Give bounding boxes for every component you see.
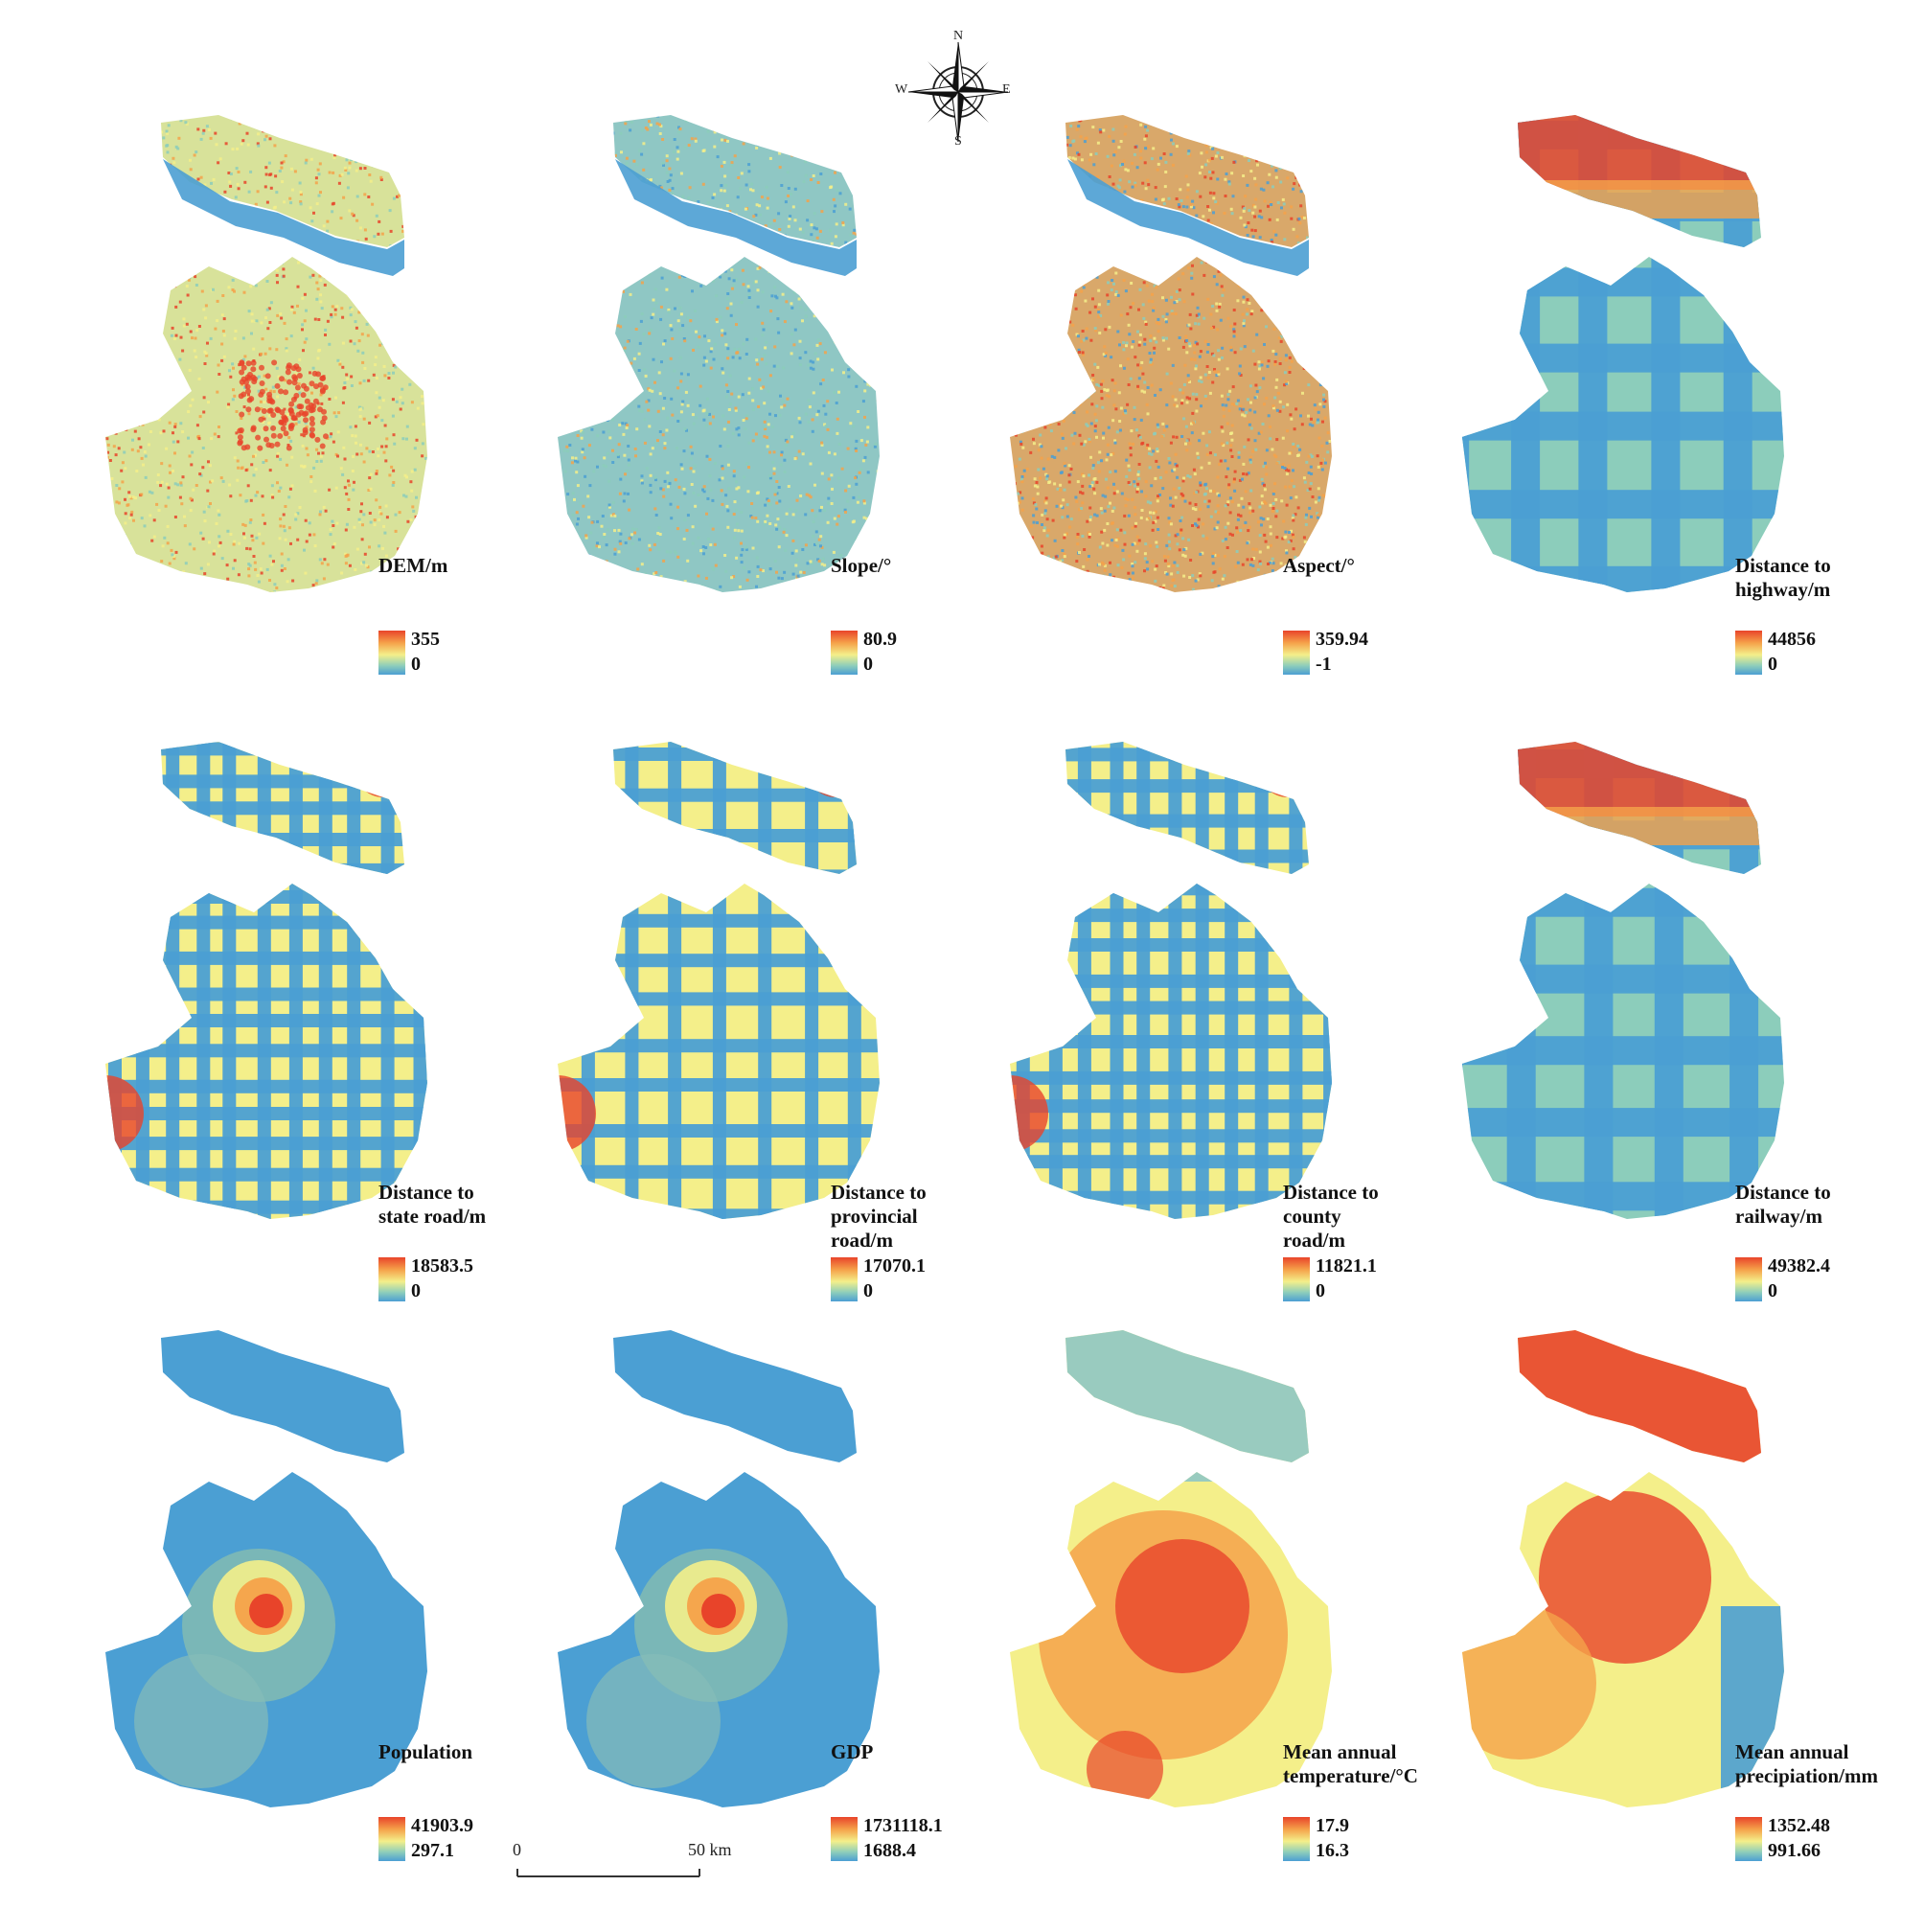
scale-zero-label: 0: [513, 1840, 521, 1860]
legend-min-value: -1: [1316, 654, 1332, 675]
compass-star-icon: [901, 34, 1016, 150]
map-image: [500, 1319, 941, 1827]
map-image: [952, 104, 1393, 611]
map-panel: Aspect/° 359.94 -1: [952, 104, 1432, 717]
legend-min-value: 0: [863, 654, 873, 675]
legend-color-ramp: [1735, 1817, 1762, 1861]
legend-max-value: 17.9: [1316, 1815, 1349, 1836]
scale-bar: 0 50 km: [508, 1840, 738, 1883]
compass-east-label: E: [1002, 82, 1011, 98]
map-title: Distance to railway/m: [1735, 1181, 1831, 1229]
legend-min-value: 16.3: [1316, 1840, 1349, 1861]
legend-min-value: 0: [1768, 654, 1777, 675]
scale-end-label: 50 km: [688, 1840, 732, 1860]
legend-max-value: 44856: [1768, 629, 1816, 650]
map-image: [48, 730, 489, 1238]
legend-max-value: 18583.5: [411, 1255, 473, 1276]
map-image: [1405, 104, 1845, 611]
compass-west-label: W: [895, 82, 907, 98]
legend-color-ramp: [831, 631, 858, 675]
legend-min-value: 0: [863, 1280, 873, 1301]
map-title: Population: [378, 1740, 472, 1764]
map-panel: Distance to highway/m 44856 0: [1405, 104, 1884, 717]
legend-max-value: 355: [411, 629, 440, 650]
map-panel: Slope/° 80.9 0: [500, 104, 979, 717]
map-image: [500, 104, 941, 611]
legend-max-value: 41903.9: [411, 1815, 473, 1836]
legend-color-ramp: [1283, 1257, 1310, 1301]
map-panel: Mean annual precipiation/mm 1352.48 991.66: [1405, 1319, 1884, 1932]
map-panel: Mean annual temperature/°C 17.9 16.3: [952, 1319, 1432, 1932]
legend-color-ramp: [378, 1817, 405, 1861]
map-image: [48, 104, 489, 611]
legend-color-ramp: [831, 1257, 858, 1301]
legend-max-value: 1352.48: [1768, 1815, 1830, 1836]
legend-min-value: 297.1: [411, 1840, 454, 1861]
compass-north-label: N: [953, 29, 963, 44]
map-panel: Population 41903.9 297.1: [48, 1319, 527, 1932]
map-title: GDP: [831, 1740, 873, 1764]
legend-max-value: 49382.4: [1768, 1255, 1830, 1276]
legend-color-ramp: [1735, 631, 1762, 675]
map-panel: Distance to state road/m 18583.5 0: [48, 730, 527, 1344]
map-image: [500, 730, 941, 1238]
legend-min-value: 0: [1768, 1280, 1777, 1301]
legend-color-ramp: [1283, 1817, 1310, 1861]
map-image: [952, 730, 1393, 1238]
legend-max-value: 17070.1: [863, 1255, 926, 1276]
map-panel: Distance to railway/m 49382.4 0: [1405, 730, 1884, 1344]
legend-min-value: 1688.4: [863, 1840, 916, 1861]
map-title: Aspect/°: [1283, 554, 1355, 578]
compass-rose: N E S W: [901, 34, 1016, 150]
legend-color-ramp: [378, 1257, 405, 1301]
map-panel: DEM/m 355 0: [48, 104, 527, 717]
legend-max-value: 1731118.1: [863, 1815, 943, 1836]
legend-min-value: 0: [1316, 1280, 1325, 1301]
figure: DEM/m 355 0 Slope/° 80.9 0 Aspect/° 359.94 -1 Dis…: [0, 0, 1924, 1887]
map-title: Mean annual temperature/°C: [1283, 1740, 1418, 1788]
legend-min-value: 0: [411, 654, 421, 675]
map-title: Mean annual precipiation/mm: [1735, 1740, 1878, 1788]
legend-color-ramp: [831, 1817, 858, 1861]
legend-color-ramp: [1283, 631, 1310, 675]
map-title: DEM/m: [378, 554, 447, 578]
legend-color-ramp: [378, 631, 405, 675]
map-title: Distance to state road/m: [378, 1181, 486, 1229]
map-image: [1405, 730, 1845, 1238]
compass-south-label: S: [954, 134, 962, 150]
legend-min-value: 0: [411, 1280, 421, 1301]
legend-max-value: 11821.1: [1316, 1255, 1377, 1276]
legend-color-ramp: [1735, 1257, 1762, 1301]
map-title: Distance to highway/m: [1735, 554, 1831, 602]
legend-max-value: 80.9: [863, 629, 897, 650]
legend-min-value: 991.66: [1768, 1840, 1821, 1861]
map-title: Slope/°: [831, 554, 891, 578]
legend-max-value: 359.94: [1316, 629, 1368, 650]
